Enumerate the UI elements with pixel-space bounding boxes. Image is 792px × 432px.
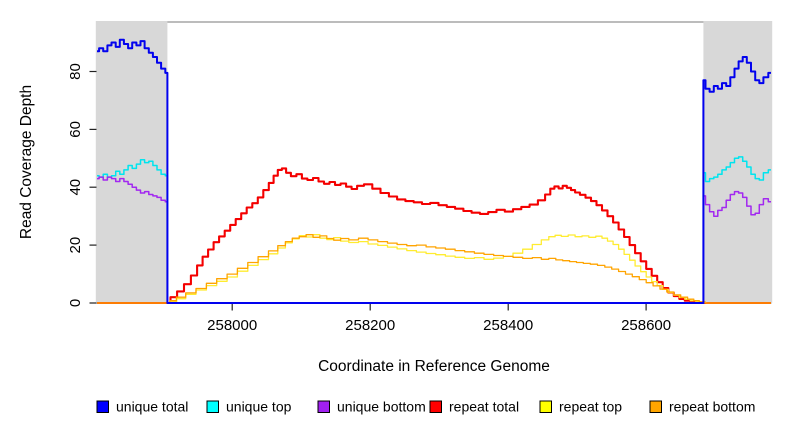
legend-label: unique bottom (337, 399, 426, 415)
axes-ticks: 258000 258200 258400 258600 0 20 40 60 80 (67, 63, 671, 334)
legend-swatch (429, 400, 442, 413)
shaded-region-left (95, 21, 168, 303)
y-tick-label: 80 (67, 63, 84, 80)
legend-item-repeat-top: repeat top (539, 399, 622, 415)
legend-swatch (539, 400, 552, 413)
x-axis-title: Coordinate in Reference Genome (318, 358, 550, 375)
legend-item-repeat-total: repeat total (429, 399, 519, 415)
y-tick-label: 20 (67, 237, 84, 254)
legend-item-unique-top: unique top (206, 399, 292, 415)
plot-box (96, 21, 772, 304)
series-unique-top (97, 156, 771, 304)
series-repeat-bottom (97, 234, 771, 304)
legend-item-unique-total: unique total (96, 399, 188, 415)
series-repeat-total (97, 167, 771, 305)
legend-label: repeat top (559, 399, 622, 415)
y-tick-label: 40 (67, 179, 84, 196)
x-tick-label: 258600 (621, 317, 671, 334)
legend-swatch (96, 400, 109, 413)
legend-swatch (206, 400, 219, 413)
legend-label: unique top (226, 399, 292, 415)
series-unique-bottom (97, 176, 771, 304)
plot-box-border (96, 21, 772, 304)
legend-swatch (649, 400, 662, 413)
y-axis-title: Read Coverage Depth (18, 85, 35, 239)
x-tick-label: 258000 (207, 317, 257, 334)
x-tick-label: 258200 (345, 317, 395, 334)
legend: unique total unique top unique bottom repea… (96, 399, 755, 415)
series-unique-total (97, 38, 771, 304)
legend-label: unique total (116, 399, 188, 415)
legend-label: repeat bottom (669, 399, 755, 415)
data-series (97, 38, 771, 305)
series-repeat-top (97, 234, 771, 304)
y-tick-label: 60 (67, 121, 84, 138)
shaded-flank-regions (95, 21, 773, 303)
x-tick-label: 258400 (483, 317, 533, 334)
legend-label: repeat total (449, 399, 519, 415)
legend-item-unique-bottom: unique bottom (317, 399, 426, 415)
legend-swatch (317, 400, 330, 413)
y-tick-label: 0 (67, 299, 84, 307)
legend-item-repeat-bottom: repeat bottom (649, 399, 755, 415)
